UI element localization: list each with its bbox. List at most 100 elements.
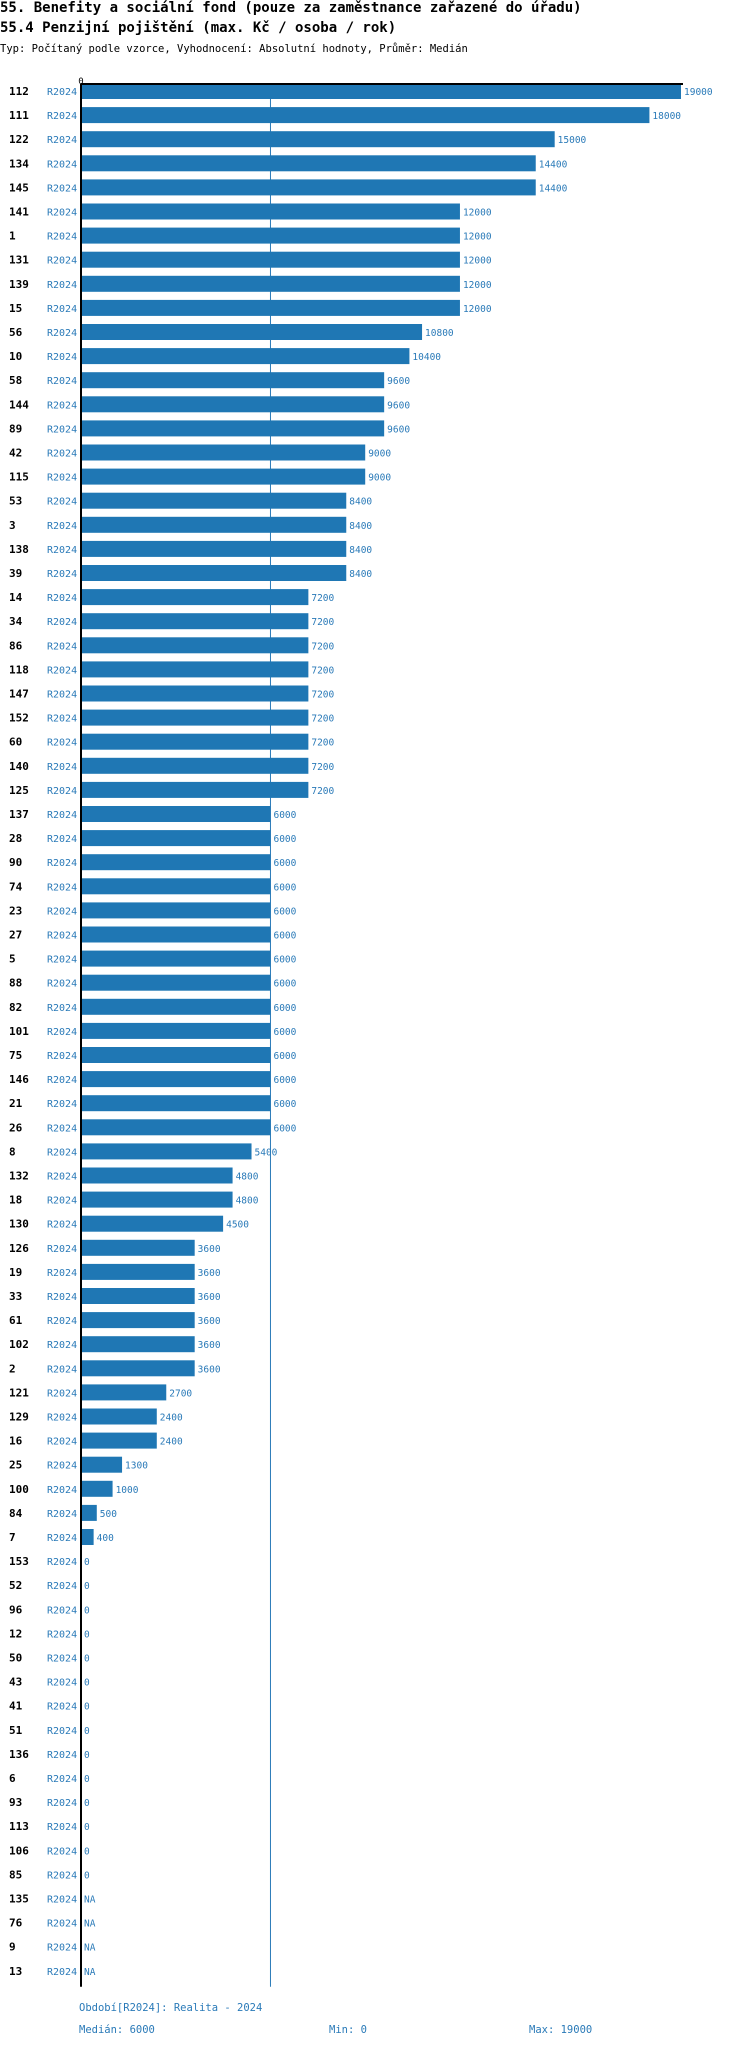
category-label: 132 <box>9 1170 29 1183</box>
bar <box>81 1360 195 1377</box>
category-label: 136 <box>9 1748 29 1761</box>
series-label: R2024 <box>47 1292 77 1303</box>
series-label: R2024 <box>47 304 77 315</box>
category-label: 39 <box>9 567 22 580</box>
category-label: 134 <box>9 157 29 170</box>
series-label: R2024 <box>47 1919 77 1930</box>
series-label: R2024 <box>47 1051 77 1062</box>
series-label: R2024 <box>47 1413 77 1424</box>
bar <box>81 492 347 509</box>
value-label: 9600 <box>387 424 410 435</box>
bar <box>81 757 309 774</box>
bar <box>81 661 309 678</box>
category-label: 13 <box>9 1965 22 1978</box>
value-label: 6000 <box>273 979 296 990</box>
bar <box>81 589 309 606</box>
bar <box>81 203 460 220</box>
value-label: 5400 <box>255 1147 278 1158</box>
series-label: R2024 <box>47 834 77 845</box>
footer-max: Max: 19000 <box>529 2024 593 2036</box>
series-label: R2024 <box>47 1726 77 1737</box>
series-label: R2024 <box>47 1316 77 1327</box>
value-label: 6000 <box>273 810 296 821</box>
value-label: 6000 <box>273 955 296 966</box>
series-label: R2024 <box>47 1702 77 1713</box>
series-label: R2024 <box>47 1220 77 1231</box>
series-label: R2024 <box>47 1822 77 1833</box>
value-label: 8400 <box>349 497 372 508</box>
bar <box>81 1143 252 1160</box>
value-label: 15000 <box>558 135 587 146</box>
series-label: R2024 <box>47 111 77 122</box>
series-label: R2024 <box>47 400 77 411</box>
series-label: R2024 <box>47 1244 77 1255</box>
series-label: R2024 <box>47 449 77 460</box>
category-label: 51 <box>9 1724 23 1737</box>
value-label: 7200 <box>311 762 334 773</box>
category-label: 115 <box>9 471 29 484</box>
series-label: R2024 <box>47 1364 77 1375</box>
value-label: 6000 <box>273 906 296 917</box>
category-label: 125 <box>9 784 29 797</box>
footer-min: Min: 0 <box>329 2024 367 2036</box>
category-label: 129 <box>9 1411 29 1424</box>
bar <box>81 878 271 895</box>
category-label: 147 <box>9 688 29 701</box>
value-label: 6000 <box>273 1003 296 1014</box>
bar <box>81 950 271 967</box>
category-label: 9 <box>9 1941 16 1954</box>
category-label: 122 <box>9 133 29 146</box>
series-label: R2024 <box>47 1003 77 1014</box>
value-label: 2400 <box>160 1413 183 1424</box>
value-label: 7200 <box>311 593 334 604</box>
value-label: 6000 <box>273 931 296 942</box>
series-label: R2024 <box>47 617 77 628</box>
bar <box>81 227 460 244</box>
series-label: R2024 <box>47 1870 77 1881</box>
bar <box>81 1312 195 1329</box>
series-label: R2024 <box>47 955 77 966</box>
value-label: 6000 <box>273 882 296 893</box>
value-label: 7200 <box>311 714 334 725</box>
series-label: R2024 <box>47 738 77 749</box>
series-label: R2024 <box>47 1605 77 1616</box>
bar <box>81 1432 157 1449</box>
category-label: 138 <box>9 543 29 556</box>
bar <box>81 1529 94 1545</box>
category-label: 76 <box>9 1917 23 1930</box>
value-label: NA <box>84 1967 96 1978</box>
category-label: 86 <box>9 639 23 652</box>
value-label: 6000 <box>273 1027 296 1038</box>
value-label: 0 <box>84 1750 90 1761</box>
series-label: R2024 <box>47 87 77 98</box>
value-label: 6000 <box>273 858 296 869</box>
category-label: 112 <box>9 85 29 98</box>
series-label: R2024 <box>47 931 77 942</box>
category-label: 135 <box>9 1893 29 1906</box>
bar <box>81 1408 157 1425</box>
series-label: R2024 <box>47 1750 77 1761</box>
value-label: 3600 <box>198 1244 221 1255</box>
bar <box>81 1167 233 1184</box>
value-label: 0 <box>84 1629 90 1640</box>
value-label: 0 <box>84 1846 90 1857</box>
category-label: 153 <box>9 1555 29 1568</box>
value-label: 4800 <box>236 1196 259 1207</box>
series-label: R2024 <box>47 1172 77 1183</box>
bar <box>81 516 347 533</box>
value-label: 9600 <box>387 376 410 387</box>
series-label: R2024 <box>47 882 77 893</box>
bar <box>81 1504 97 1521</box>
bar <box>81 444 366 461</box>
category-label: 96 <box>9 1603 23 1616</box>
category-label: 85 <box>9 1868 22 1881</box>
bar <box>81 926 271 943</box>
value-label: 9000 <box>368 449 391 460</box>
category-label: 89 <box>9 422 22 435</box>
series-label: R2024 <box>47 641 77 652</box>
value-label: 12000 <box>463 232 492 243</box>
bar <box>81 1239 195 1256</box>
value-label: 19000 <box>684 87 713 98</box>
bar <box>81 637 309 654</box>
category-label: 101 <box>9 1025 29 1038</box>
